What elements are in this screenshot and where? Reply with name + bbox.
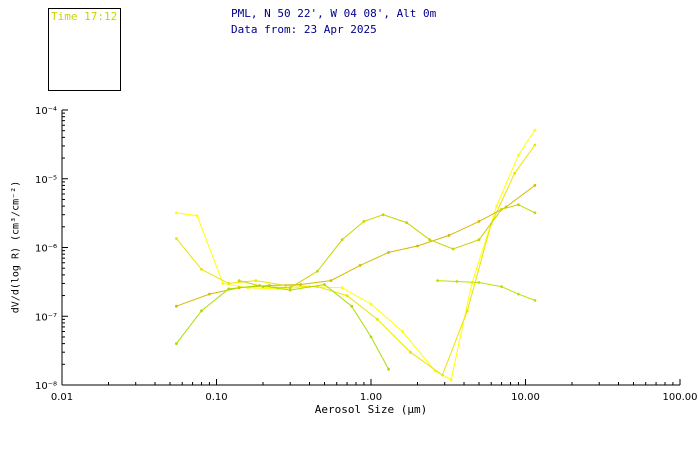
data-point bbox=[533, 299, 537, 302]
series-line bbox=[176, 129, 536, 381]
header: PML, N 50 22', W 04 08', Alt 0m Data fro… bbox=[231, 6, 436, 38]
data-point bbox=[449, 378, 453, 381]
x-axis-ticks: 0.01 0.10 1.00 10.00 100.00 bbox=[51, 379, 698, 403]
series-line bbox=[176, 283, 390, 370]
data-point bbox=[441, 373, 444, 377]
data-point bbox=[362, 220, 366, 223]
x-tick-label: 100.00 bbox=[663, 392, 698, 403]
data-point bbox=[175, 237, 178, 240]
data-point bbox=[200, 268, 203, 271]
series-line bbox=[176, 144, 536, 376]
series-scan-4 bbox=[237, 203, 537, 290]
data-point bbox=[477, 220, 481, 223]
data-point bbox=[416, 244, 419, 248]
data-point bbox=[513, 171, 516, 175]
data-point bbox=[323, 283, 326, 286]
data-point bbox=[369, 302, 373, 306]
data-point bbox=[208, 292, 211, 296]
header-date-line: Data from: 23 Apr 2025 bbox=[231, 23, 377, 36]
series-scan-6 bbox=[436, 279, 537, 302]
data-point bbox=[409, 350, 412, 354]
axes bbox=[61, 110, 680, 386]
series-line bbox=[176, 184, 536, 307]
data-point bbox=[387, 251, 390, 254]
data-point bbox=[227, 287, 231, 291]
y-tick-label: 10⁻⁵ bbox=[35, 175, 57, 186]
data-point bbox=[533, 184, 537, 187]
data-point bbox=[358, 264, 362, 267]
data-point bbox=[381, 213, 385, 217]
legend-time-label: Time 17:12 bbox=[51, 10, 118, 23]
y-tick-label: 10⁻⁷ bbox=[35, 312, 57, 323]
data-point bbox=[200, 309, 203, 313]
data-point bbox=[500, 285, 503, 288]
data-point bbox=[345, 294, 349, 297]
x-axis-label: Aerosol Size (μm) bbox=[314, 403, 428, 416]
data-point bbox=[465, 309, 469, 313]
data-point bbox=[299, 283, 302, 286]
data-point bbox=[227, 282, 231, 285]
y-axis-ticks: 10⁻⁸ 10⁻⁷ 10⁻⁶ 10⁻⁵ 10⁻⁴ bbox=[35, 106, 68, 392]
data-point bbox=[288, 286, 292, 290]
data-point bbox=[254, 279, 258, 282]
data-point bbox=[533, 143, 537, 147]
header-location-line: PML, N 50 22', W 04 08', Alt 0m bbox=[231, 7, 437, 20]
data-point bbox=[175, 211, 178, 215]
x-tick-label: 0.01 bbox=[51, 392, 73, 403]
data-point bbox=[500, 207, 503, 211]
series-line bbox=[437, 280, 536, 301]
data-point bbox=[517, 292, 520, 296]
data-point bbox=[451, 247, 455, 251]
data-point bbox=[195, 214, 199, 218]
data-point bbox=[477, 238, 481, 242]
data-point bbox=[237, 279, 241, 282]
data-point bbox=[387, 367, 390, 371]
data-point bbox=[428, 238, 432, 242]
series-scan-5 bbox=[175, 283, 390, 371]
data-point bbox=[221, 282, 225, 285]
data-point bbox=[376, 318, 379, 321]
x-tick-label: 10.00 bbox=[511, 392, 540, 403]
data-point bbox=[175, 342, 178, 345]
data-point bbox=[455, 280, 459, 283]
series-line bbox=[238, 204, 536, 289]
y-tick-label: 10⁻⁴ bbox=[35, 106, 57, 117]
data-point bbox=[288, 288, 292, 292]
data-point bbox=[405, 221, 408, 225]
data-point bbox=[350, 304, 354, 308]
series-scan-1 bbox=[175, 128, 537, 381]
y-tick-label: 10⁻⁸ bbox=[35, 381, 57, 392]
data-point bbox=[495, 204, 498, 208]
data-point bbox=[268, 284, 271, 287]
data-point bbox=[258, 284, 261, 287]
x-tick-label: 0.10 bbox=[205, 392, 227, 403]
data-point bbox=[401, 330, 404, 333]
series-scan-2 bbox=[175, 143, 537, 377]
data-point bbox=[340, 238, 344, 242]
data-point bbox=[533, 128, 537, 132]
legend-box: Time 17:12 bbox=[48, 8, 121, 91]
data-point bbox=[477, 281, 481, 284]
y-axis-label: dV/d(log R) (cm³/cm⁻²) bbox=[10, 180, 22, 314]
data-point bbox=[316, 269, 319, 273]
data-point bbox=[329, 279, 333, 282]
data-point bbox=[517, 203, 520, 207]
x-tick-label: 1.00 bbox=[360, 392, 382, 403]
data-point bbox=[340, 286, 344, 290]
data-point bbox=[436, 279, 439, 282]
data-point bbox=[447, 234, 451, 237]
data-point bbox=[517, 153, 520, 157]
data-point bbox=[369, 335, 373, 339]
data-point bbox=[175, 304, 178, 308]
y-tick-label: 10⁻⁶ bbox=[35, 244, 57, 255]
data-point bbox=[533, 211, 537, 215]
